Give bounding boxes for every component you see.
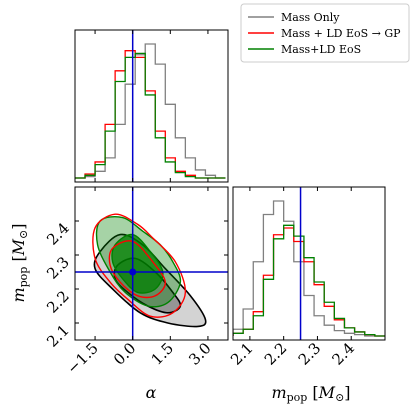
legend-label-mass-ld: Mass+LD EoS (281, 43, 361, 56)
panel-mpop-frame (232, 186, 386, 341)
alpha-histogram-mass_ld_gp (75, 50, 226, 179)
mpop-histogram-mass_only (233, 200, 385, 337)
x-axis-title-alpha: α (146, 383, 157, 402)
mpop-x-tick-label: 2.4 (328, 339, 358, 369)
alpha-tick-label: 0.0 (110, 339, 140, 369)
alpha-histogram-mass_only (75, 43, 226, 179)
truth-point (129, 268, 137, 276)
mpop-y-tick-label: 2.1 (43, 321, 73, 351)
contour-mass_ld_gp-outer (92, 213, 187, 318)
mpop-x-tick-label: 2.2 (261, 339, 291, 369)
legend-label-mass-ld-gp: Mass + LD EoS → GP (281, 27, 401, 40)
panel-mpop-histogram: 2.1 2.2 2.3 2.4 (227, 186, 386, 369)
mpop-histogram-mass_ld_gp (233, 227, 385, 337)
x-axis-title-mpop: mpop [M⊙] (271, 383, 350, 404)
alpha-tick-label: −1.5 (63, 339, 101, 377)
alpha-histogram-mass_ld (75, 52, 226, 179)
y-axis-title-mpop: mpop [M⊙] (9, 223, 30, 302)
mpop-histogram-mass_ld (233, 224, 385, 337)
mpop-y-tick-label: 2.3 (43, 253, 73, 283)
panel-joint-contours: −1.5 0.0 1.5 3.0 2.1 2.2 2.3 2.4 (43, 186, 229, 378)
mpop-x-tick-label: 2.3 (295, 339, 325, 369)
panel-joint-frame (74, 186, 229, 341)
contour-mass_ld-inner (111, 233, 164, 294)
legend-label-mass-only: Mass Only (281, 11, 340, 24)
contour-mass_ld_gp-inner (108, 240, 166, 299)
mpop-y-tick-label: 2.4 (43, 219, 73, 249)
panel-alpha-histogram (74, 29, 229, 183)
mpop-histogram-series (233, 200, 385, 337)
legend-frame (240, 3, 410, 63)
panel-alpha-frame (74, 29, 229, 183)
mpop-y-tick-label: 2.2 (43, 287, 73, 317)
alpha-tick-label: 1.5 (148, 339, 178, 369)
legend: Mass Only Mass + LD EoS → GP Mass+LD EoS (240, 3, 410, 63)
alpha-histogram-ticks (94, 30, 209, 182)
alpha-tick-label: 3.0 (185, 339, 215, 369)
mpop-histogram-ticks: 2.1 2.2 2.3 2.4 (227, 187, 358, 369)
alpha-histogram-series (75, 43, 226, 179)
joint-contour-series (92, 213, 207, 328)
mpop-x-tick-label: 2.1 (227, 339, 257, 369)
